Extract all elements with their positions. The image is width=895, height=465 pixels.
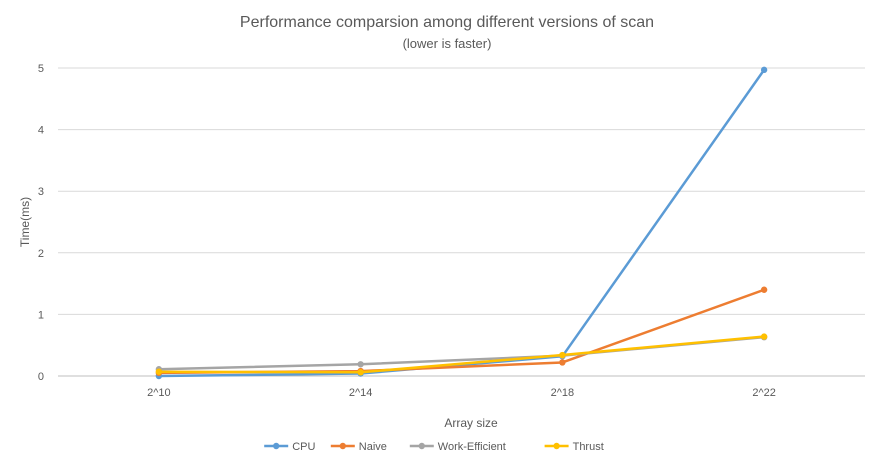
series-layer	[155, 66, 768, 380]
data-point-thrust	[357, 369, 364, 376]
data-point-thrust	[760, 333, 768, 340]
x-tick-label: 2^18	[551, 387, 575, 399]
series-thrust	[155, 333, 768, 376]
chart-title: Performance comparsion among different v…	[240, 14, 654, 31]
y-tick-label: 0	[38, 371, 44, 383]
x-axis-title: Array size	[444, 416, 498, 430]
legend-marker-work-efficient	[418, 442, 425, 450]
legend-label-cpu: CPU	[292, 441, 315, 453]
legend-item-cpu: CPU	[264, 441, 315, 453]
legend-label-thrust: Thrust	[573, 441, 604, 453]
legend: CPU Naive Work-Efficient Thrust	[264, 441, 604, 453]
data-point-thrust	[155, 368, 163, 375]
series-line-cpu	[157, 68, 766, 378]
series-line-thrust	[157, 335, 766, 374]
gridlines	[58, 67, 865, 377]
y-axis-title: Time(ms)	[18, 197, 32, 247]
legend-label-work-efficient: Work-Efficient	[438, 441, 506, 453]
data-point-naive	[559, 359, 566, 366]
data-point-naive	[760, 286, 768, 293]
data-point-work-efficient	[357, 361, 364, 368]
data-point-cpu	[760, 66, 768, 74]
data-point-thrust	[559, 351, 566, 359]
y-tick-label: 5	[38, 63, 44, 75]
y-tick-label: 4	[38, 125, 44, 137]
legend-item-thrust: Thrust	[544, 441, 604, 453]
legend-item-naive: Naive	[330, 441, 387, 453]
legend-marker-naive	[339, 442, 346, 450]
y-tick-label: 1	[38, 309, 44, 321]
y-tick-label: 3	[38, 186, 44, 198]
x-tick-label: 2^22	[752, 387, 776, 399]
x-tick-label: 2^10	[147, 387, 171, 399]
series-cpu	[155, 66, 768, 380]
x-axis-ticks: 2^10 2^14 2^18 2^22	[147, 387, 776, 399]
legend-marker-cpu	[273, 442, 280, 450]
chart-subtitle: (lower is faster)	[403, 36, 492, 51]
y-axis-ticks: 0 1 2 3 4 5	[38, 63, 44, 383]
legend-item-work-efficient: Work-Efficient	[409, 441, 506, 453]
legend-marker-thrust	[553, 442, 560, 450]
legend-label-naive: Naive	[359, 441, 387, 453]
x-tick-label: 2^14	[349, 387, 373, 399]
y-tick-label: 2	[38, 248, 44, 260]
